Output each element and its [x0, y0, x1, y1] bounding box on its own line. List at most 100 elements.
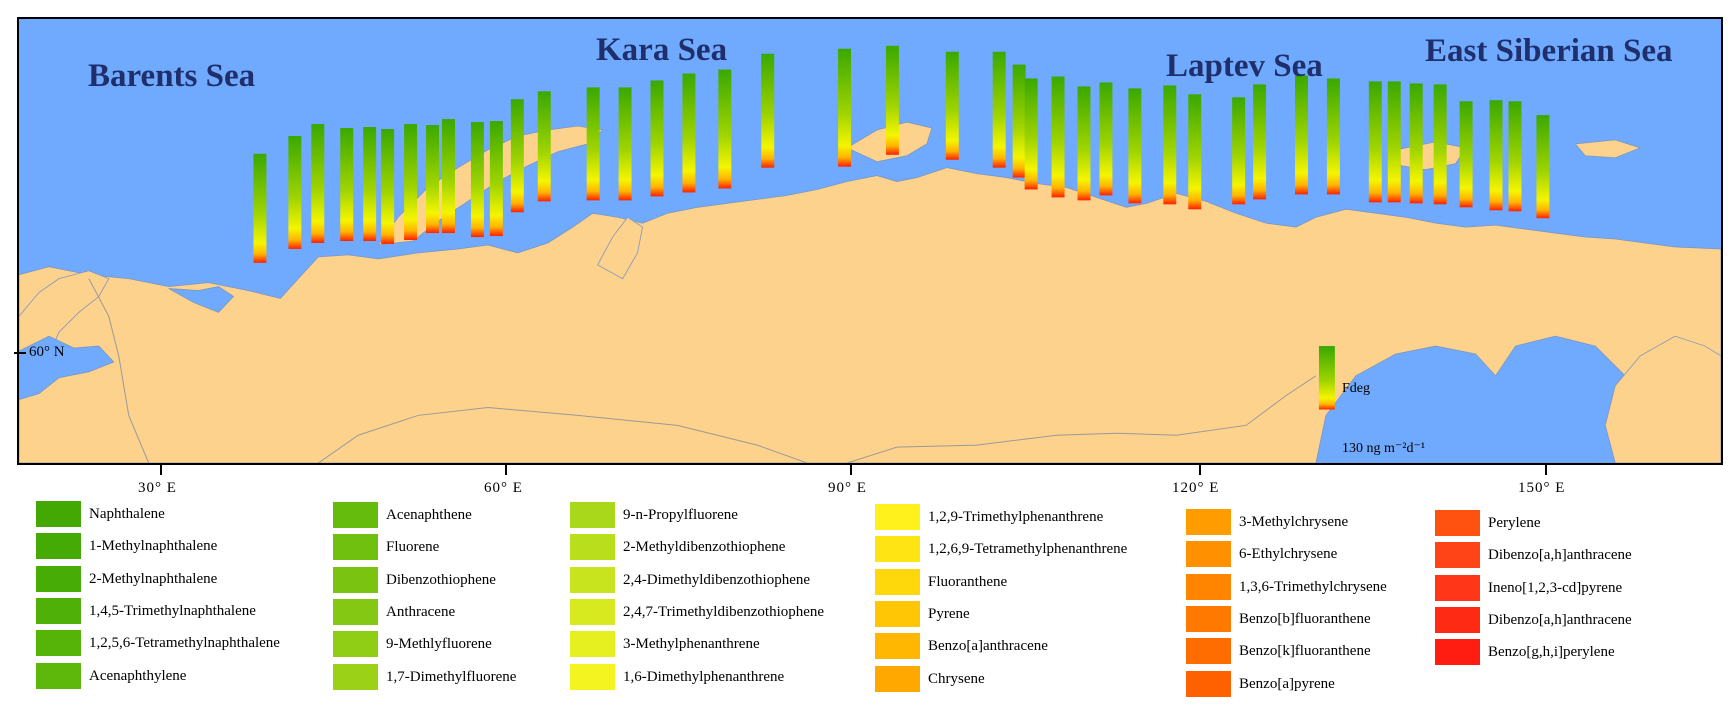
legend-item: Benzo[g,h,i]perylene — [1435, 639, 1615, 665]
legend-swatch — [1186, 509, 1231, 535]
legend-swatch — [333, 631, 378, 657]
sea-baltic — [19, 335, 115, 400]
legend-swatch — [333, 534, 378, 560]
legend-swatch — [36, 663, 81, 689]
legend-label: 1-Methylnaphthalene — [89, 537, 218, 554]
legend-item: 1,6-Dimethylphenanthrene — [570, 664, 784, 690]
legend-swatch — [36, 598, 81, 624]
fdeg-bar — [288, 135, 302, 249]
legend-label: 1,7-Dimethylfluorene — [386, 668, 517, 685]
fdeg-bar — [718, 69, 732, 189]
longitude-label-60: 60° E — [484, 480, 523, 496]
legend-label: Fluoranthene — [928, 573, 1008, 590]
legend-label: Dibenzo[a,h]anthracene — [1488, 546, 1632, 563]
country-border — [846, 375, 1317, 463]
legend-swatch — [1186, 638, 1231, 664]
legend-swatch — [36, 533, 81, 559]
lat-tick — [14, 352, 26, 354]
map-frame — [17, 17, 1723, 465]
legend-swatch — [875, 633, 920, 659]
legend-swatch — [1186, 574, 1231, 600]
legend-label: Benzo[g,h,i]perylene — [1488, 643, 1615, 660]
fdeg-bar — [1459, 101, 1473, 208]
fdeg-bar — [470, 122, 484, 238]
legend-item: 1,2,5,6-Tetramethylnaphthalene — [36, 630, 280, 656]
sea-label-laptev: Laptev Sea — [1166, 48, 1323, 84]
legend-item: 1,3,6-Trimethylchrysene — [1186, 574, 1387, 600]
legend-item: Perylene — [1435, 510, 1540, 536]
land-wrangel — [1574, 139, 1642, 159]
fdeg-bar — [1099, 82, 1113, 196]
legend-item: Dibenzo[a,h]anthracene — [1435, 607, 1632, 633]
fdeg-bar — [381, 129, 395, 244]
legend-item: 2,4-Dimethyldibenzothiophene — [570, 567, 810, 593]
legend-swatch — [875, 666, 920, 692]
fdeg-bar — [586, 87, 600, 201]
fdeg-bar — [442, 119, 455, 234]
legend-item: 9-n-Propylfluorene — [570, 502, 738, 528]
legend-label: 1,2,9-Trimethylphenanthrene — [928, 508, 1104, 525]
legend-item: 3-Methylchrysene — [1186, 509, 1348, 535]
legend-swatch — [333, 502, 378, 528]
fdeg-bar — [1409, 83, 1423, 204]
land-kamchatka — [1604, 335, 1721, 463]
legend-label: Acenaphthylene — [89, 667, 187, 684]
legend-label: 2,4-Dimethyldibenzothiophene — [623, 571, 811, 588]
longitude-label-150: 150° E — [1518, 480, 1566, 496]
legend-swatch — [36, 566, 81, 592]
fdeg-bar — [363, 127, 377, 241]
legend-item: 6-Ethylchrysene — [1186, 541, 1337, 567]
fdeg-bar — [311, 124, 325, 243]
legend-item: Fluorene — [333, 534, 439, 560]
fdeg-bar — [1012, 64, 1026, 178]
lon-tick-120 — [1199, 465, 1201, 475]
legend-label: 2-Methyldibenzothiophene — [623, 538, 786, 555]
legend-item: 1,7-Dimethylfluorene — [333, 664, 516, 690]
legend-item: Fluoranthene — [875, 569, 1007, 595]
fdeg-bar — [1253, 84, 1267, 200]
fdeg-bar — [992, 51, 1006, 168]
legend-swatch — [333, 599, 378, 625]
scale-bar — [1318, 346, 1335, 410]
legend-label: 3-Methylchrysene — [1239, 513, 1349, 530]
legend-swatch — [1186, 606, 1231, 632]
fdeg-bar — [1188, 94, 1202, 210]
fdeg-bar — [489, 121, 503, 237]
legend-item: Ineno[1,2,3-cd]pyrene — [1435, 575, 1622, 601]
country-border — [88, 278, 150, 463]
legend-label: 1,6-Dimethylphenanthrene — [623, 668, 785, 685]
legend-swatch — [1186, 541, 1231, 567]
sea-white — [168, 286, 235, 313]
lon-tick-90 — [850, 465, 852, 475]
scale-title: Fdeg — [1342, 381, 1370, 396]
fdeg-bar — [510, 99, 524, 213]
legend-label: 9-n-Propylfluorene — [623, 506, 738, 523]
sea-label-kara: Kara Sea — [596, 32, 728, 68]
legend-label: Benzo[b]fluoranthene — [1239, 610, 1371, 627]
legend-item: 9-Methlyfluorene — [333, 631, 492, 657]
legend-item: 2-Methyldibenzothiophene — [570, 534, 785, 560]
legend-item: Chrysene — [875, 666, 985, 692]
legend-swatch — [875, 601, 920, 627]
legend-item: 3-Methylphenanthrene — [570, 631, 760, 657]
legend-item: 2-Methylnaphthalene — [36, 566, 217, 592]
country-border — [318, 407, 808, 463]
legend-item: 1,4,5-Trimethylnaphthalene — [36, 598, 256, 624]
fdeg-bar — [537, 91, 551, 202]
fdeg-bar — [885, 45, 899, 155]
legend-label: Perylene — [1488, 514, 1541, 531]
legend-item: Anthracene — [333, 599, 455, 625]
legend-item: Benzo[a]pyrene — [1186, 671, 1335, 697]
fdeg-bar — [945, 51, 959, 160]
legend-label: 1,2,6,9-Tetramethylphenanthrene — [928, 540, 1128, 557]
legend-swatch — [570, 599, 615, 625]
legend-item: Benzo[a]anthracene — [875, 633, 1048, 659]
legend-label: Benzo[k]fluoranthene — [1239, 642, 1371, 659]
legend-swatch — [333, 664, 378, 690]
legend-swatch — [1435, 542, 1480, 568]
lon-tick-30 — [160, 465, 162, 475]
legend-label: Acenaphthene — [386, 506, 472, 523]
fdeg-bar — [1433, 84, 1447, 205]
fdeg-bar — [1387, 81, 1401, 203]
legend-item: 1,2,9-Trimethylphenanthrene — [875, 504, 1103, 530]
